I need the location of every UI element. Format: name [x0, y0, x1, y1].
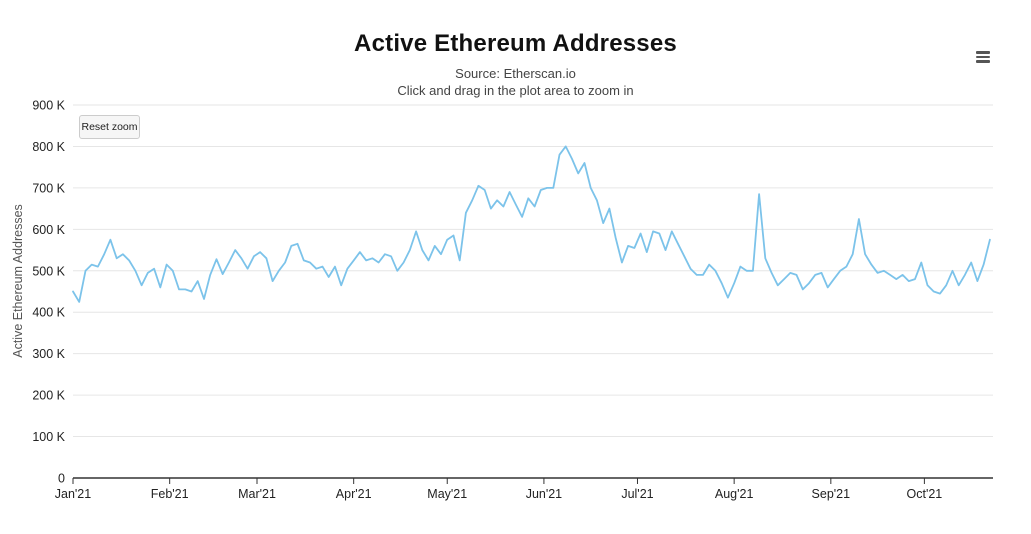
y-tick-label: 700 K	[32, 181, 65, 195]
y-tick-label: 0	[58, 472, 65, 486]
series-line-0[interactable]	[72, 145, 991, 303]
x-tick-label: Sep'21	[812, 487, 851, 501]
y-tick-label: 200 K	[32, 389, 65, 403]
y-tick-label: 800 K	[32, 140, 65, 154]
y-tick-label: 100 K	[32, 430, 65, 444]
x-tick-label: May'21	[427, 487, 467, 501]
y-tick-label: 400 K	[32, 306, 65, 320]
hamburger-menu-icon[interactable]	[972, 49, 994, 67]
x-tick-label: Apr'21	[336, 487, 372, 501]
x-tick-label: Oct'21	[907, 487, 943, 501]
axes: 0 100 K 200 K 300 K 400 K 500 K 600 K 700 K 800 …	[32, 99, 993, 501]
y-tick-label: 900 K	[32, 99, 65, 113]
y-tick-label: 300 K	[32, 347, 65, 361]
chart-subtitle-source: Source: Etherscan.io	[455, 66, 576, 81]
x-tick-label: Jan'21	[55, 487, 91, 501]
y-tick-label: 500 K	[32, 264, 65, 278]
x-tick-label: Mar'21	[238, 487, 276, 501]
reset-zoom-button[interactable]: Reset zoom	[79, 115, 140, 139]
y-axis-label: Active Ethereum Addresses	[11, 204, 25, 358]
chart-title: Active Ethereum Addresses	[354, 30, 677, 57]
gridlines	[73, 104, 993, 438]
chart-subtitle-hint: Click and drag in the plot area to zoom …	[397, 83, 634, 98]
x-tick-label: Jul'21	[621, 487, 653, 501]
y-tick-label: 600 K	[32, 223, 65, 237]
x-tick-label: Jun'21	[526, 487, 562, 501]
x-tick-label: Feb'21	[151, 487, 189, 501]
x-tick-label: Aug'21	[715, 487, 754, 501]
series-layer	[72, 145, 991, 303]
